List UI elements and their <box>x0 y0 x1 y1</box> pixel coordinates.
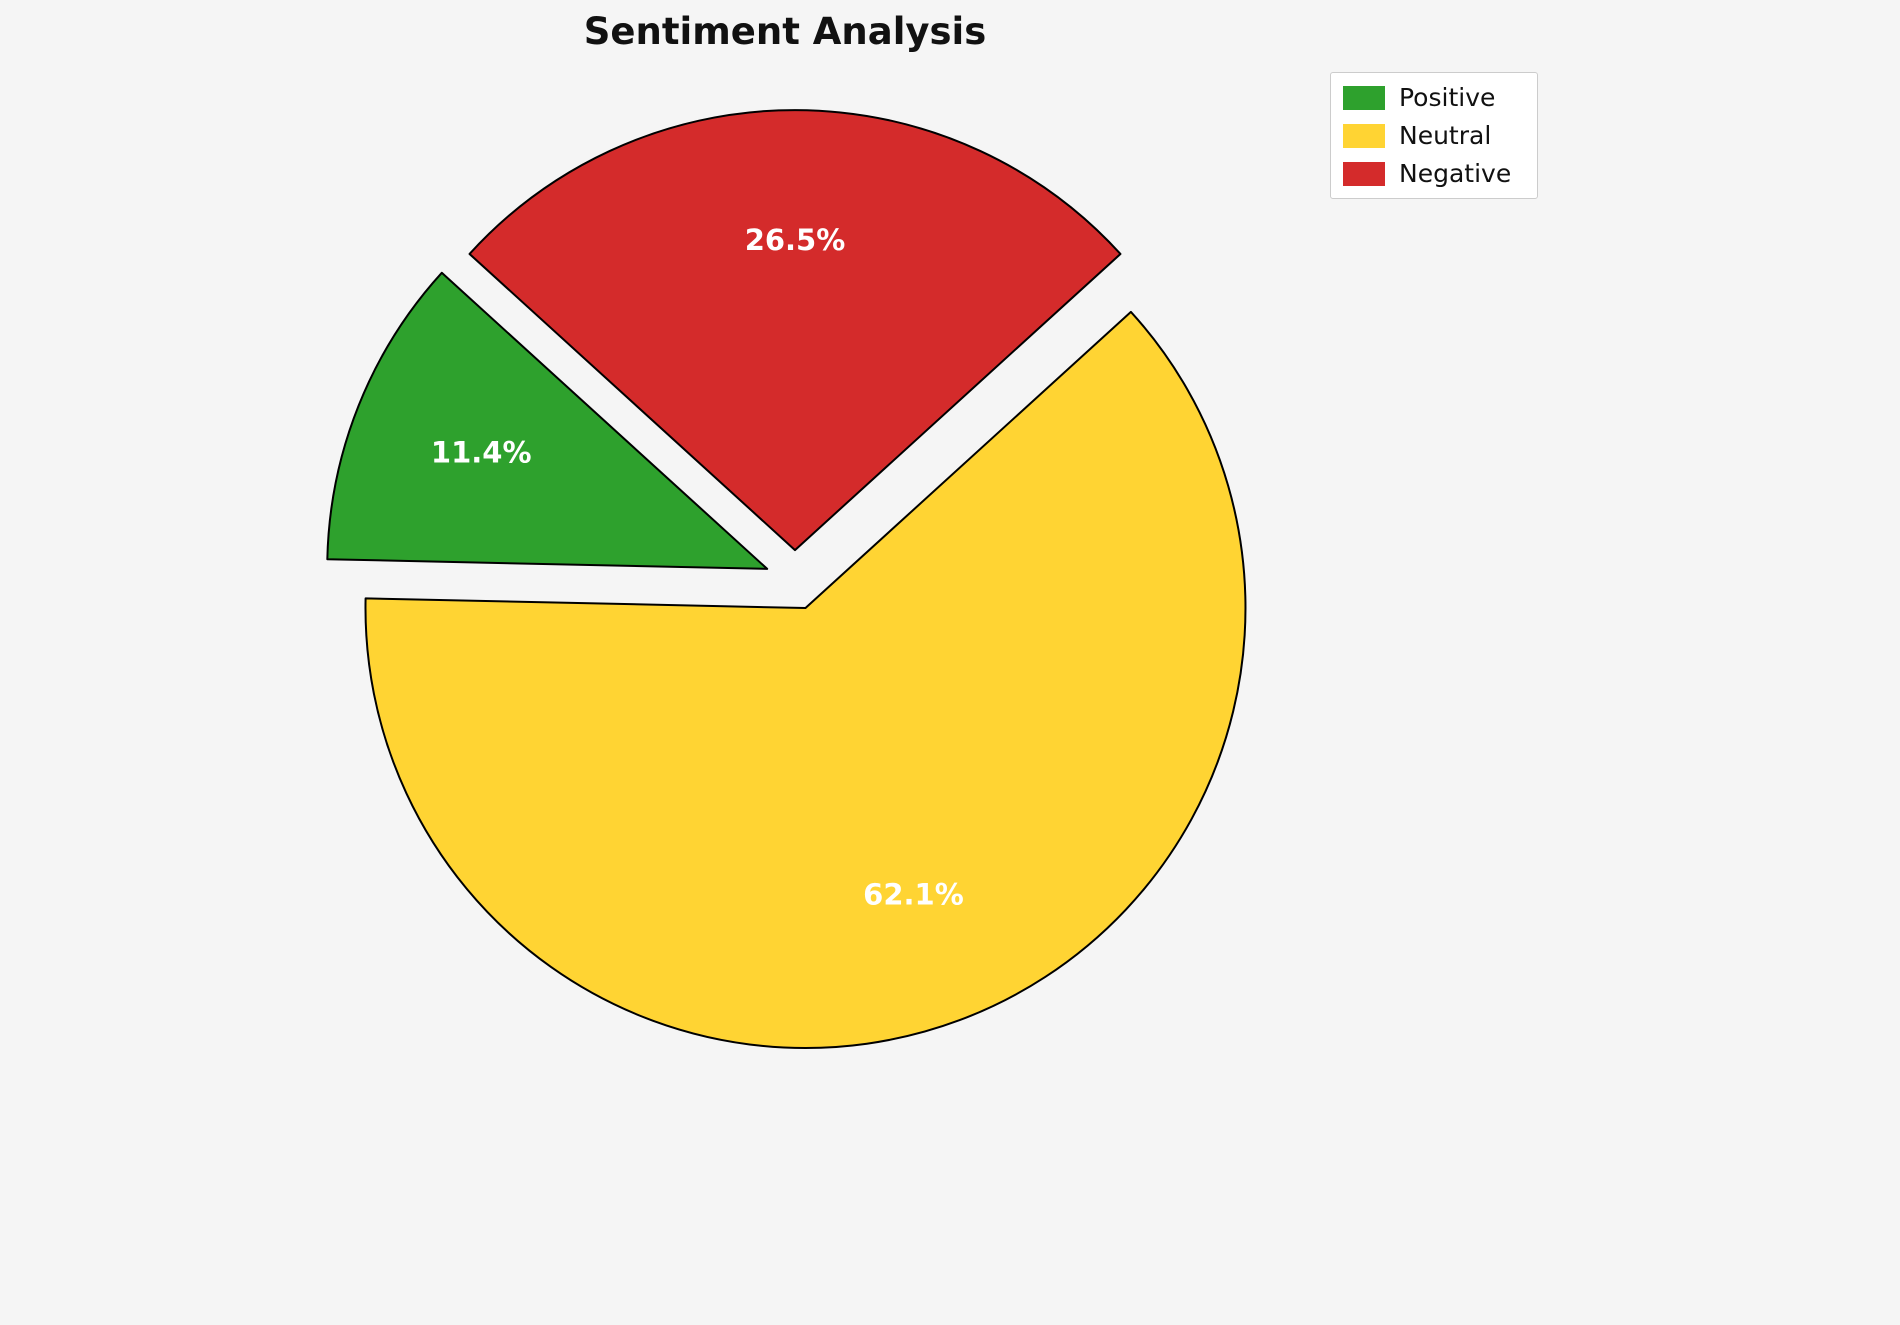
legend-swatch-positive <box>1343 85 1385 110</box>
legend-swatch-negative <box>1343 161 1385 186</box>
pct-label-neutral: 62.1% <box>863 877 964 911</box>
chart-title: Sentiment Analysis <box>583 10 987 53</box>
legend-item-negative: Negative <box>1343 161 1525 186</box>
pct-label-negative: 26.5% <box>745 223 846 257</box>
pie-slice-negative <box>468 109 1122 552</box>
pie-slice-positive <box>326 271 769 570</box>
legend: Positive Neutral Negative <box>1330 72 1538 199</box>
pie-slice-neutral <box>364 310 1247 1049</box>
legend-swatch-neutral <box>1343 123 1385 148</box>
legend-label-negative: Negative <box>1399 159 1512 188</box>
legend-item-positive: Positive <box>1343 85 1525 110</box>
legend-label-positive: Positive <box>1399 83 1496 112</box>
pct-label-positive: 11.4% <box>431 436 532 470</box>
legend-label-neutral: Neutral <box>1399 121 1492 150</box>
legend-item-neutral: Neutral <box>1343 123 1525 148</box>
